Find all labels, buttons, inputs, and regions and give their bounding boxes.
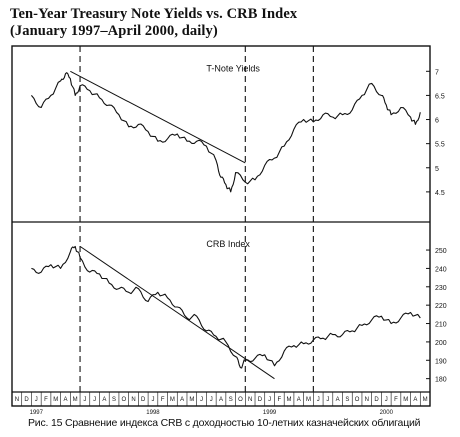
month-label: J: [268, 397, 271, 403]
month-label: M: [403, 397, 408, 403]
y-tick-label: 6.5: [435, 93, 445, 100]
month-label: A: [180, 397, 184, 403]
month-label: A: [219, 397, 223, 403]
trendline: [70, 70, 246, 164]
month-label: A: [336, 397, 340, 403]
month-label: A: [102, 397, 106, 403]
month-label: A: [63, 397, 67, 403]
month-label: M: [287, 397, 292, 403]
series-line: [30, 72, 421, 193]
panel-label: CRB Index: [206, 239, 250, 249]
month-label: D: [24, 397, 29, 403]
month-label: S: [345, 397, 349, 403]
month-label: J: [385, 397, 388, 403]
chart-title: Ten-Year Treasury Note Yields vs. CRB In…: [10, 6, 298, 22]
month-label: D: [141, 397, 146, 403]
month-label: O: [121, 397, 126, 403]
month-label: M: [306, 397, 311, 403]
month-label: O: [355, 397, 360, 403]
chart-frame: [11, 45, 431, 407]
month-label: J: [93, 397, 96, 403]
y-tick-label: 6: [435, 118, 439, 125]
month-label: M: [53, 397, 58, 403]
month-label: D: [374, 397, 379, 403]
year-label: 2000: [380, 410, 394, 416]
y-tick-label: 190: [435, 358, 447, 365]
month-label: N: [248, 397, 252, 403]
outer-border: [11, 45, 431, 407]
year-label: 1999: [263, 410, 277, 416]
panel-crb-index: 180 190 200 210 220 230 240 250 CRB Index: [31, 239, 447, 384]
month-label: J: [200, 397, 203, 403]
month-label: S: [229, 397, 233, 403]
month-label: J: [35, 397, 38, 403]
month-label: J: [151, 397, 154, 403]
y-tick-label: 5.5: [435, 142, 445, 149]
month-label: M: [189, 397, 194, 403]
y-tick-label: 180: [435, 377, 447, 384]
chart-subtitle: (January 1997–April 2000, daily): [10, 23, 218, 39]
year-label: 1998: [146, 410, 160, 416]
y-tick-label: 230: [435, 285, 447, 292]
month-label: N: [15, 397, 19, 403]
month-label: J: [83, 397, 86, 403]
month-label: J: [326, 397, 329, 403]
y-tick-label: 4.5: [435, 190, 445, 197]
y-tick-label: 210: [435, 322, 447, 329]
month-label: F: [161, 397, 165, 403]
month-label: M: [170, 397, 175, 403]
month-label: D: [258, 397, 263, 403]
month-label: F: [44, 397, 48, 403]
y-tick-label: 200: [435, 340, 447, 347]
month-label: M: [73, 397, 78, 403]
year-label: 1997: [30, 410, 44, 416]
month-label: M: [423, 397, 428, 403]
figure-caption: Рис. 15 Сравнение индекса CRB с доходнос…: [28, 417, 421, 429]
month-label: F: [394, 397, 398, 403]
month-label: N: [131, 397, 135, 403]
month-label: A: [297, 397, 301, 403]
month-label: A: [413, 397, 417, 403]
y-tick-label: 7: [435, 69, 439, 76]
month-label: O: [238, 397, 243, 403]
series-line: [31, 245, 421, 369]
month-label: S: [112, 397, 116, 403]
month-label: F: [277, 397, 281, 403]
y-tick-label: 250: [435, 248, 447, 255]
y-tick-label: 240: [435, 266, 447, 273]
month-label: J: [317, 397, 320, 403]
y-tick-label: 5: [435, 166, 439, 173]
panel-tnote-yields: 4.5 5 5.5 6 6.5 7 T-Note Yields: [30, 64, 445, 197]
month-label: J: [210, 397, 213, 403]
month-label: N: [365, 397, 369, 403]
trendline: [79, 245, 275, 380]
y-tick-label: 220: [435, 303, 447, 310]
panel-label: T-Note Yields: [206, 64, 260, 74]
